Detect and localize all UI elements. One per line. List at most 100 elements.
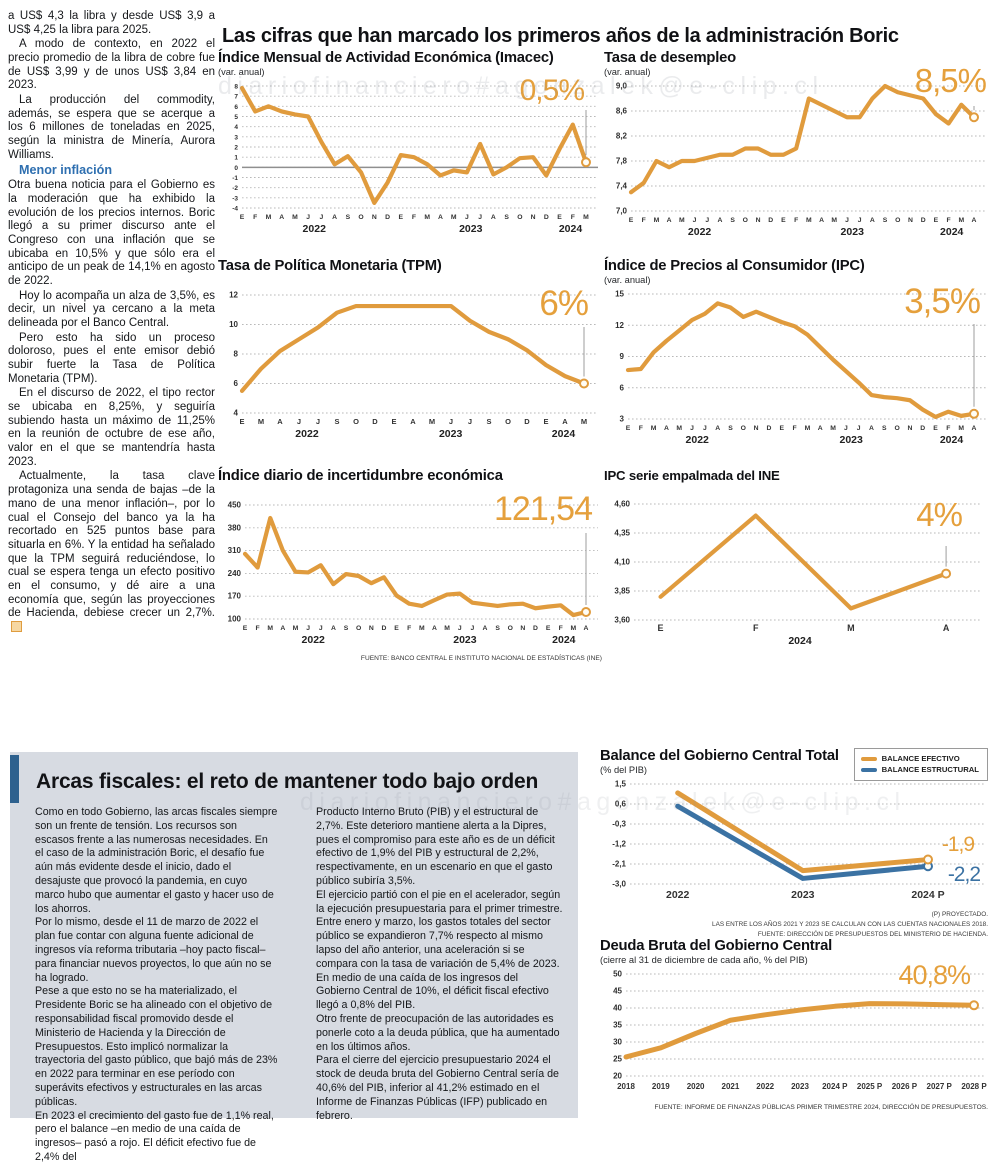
article-paragraph: En el discurso de 2022, el tipo rector s… [8, 387, 215, 468]
svg-text:380: 380 [228, 523, 242, 532]
svg-text:E: E [239, 417, 244, 426]
svg-text:2022: 2022 [756, 1082, 774, 1091]
svg-text:J: J [478, 214, 482, 221]
svg-text:A: A [438, 214, 443, 221]
svg-text:M: M [679, 217, 685, 224]
svg-text:M: M [654, 217, 660, 224]
svg-text:40: 40 [613, 1004, 622, 1013]
svg-text:A: A [584, 625, 589, 632]
svg-text:J: J [297, 417, 301, 426]
svg-text:2022: 2022 [688, 226, 712, 238]
svg-text:8,6: 8,6 [616, 107, 628, 116]
svg-text:E: E [398, 214, 403, 221]
svg-text:M: M [830, 425, 836, 432]
svg-text:7,4: 7,4 [616, 182, 628, 191]
chart-title: IPC serie empalmada del INE [604, 468, 780, 483]
svg-text:2025 P: 2025 P [857, 1082, 883, 1091]
fiscal-paragraph: Pese a que esto no se ha materializado, … [35, 985, 278, 1108]
svg-text:2024: 2024 [552, 428, 576, 440]
svg-text:E: E [543, 417, 548, 426]
legend-swatch-estructural [860, 767, 877, 772]
chart-source: FUENTE: INFORME DE FINANZAS PÚBLICAS PRI… [654, 1104, 988, 1111]
newspaper-page: { "page": { "headline": "Las cifras que … [8, 10, 988, 1163]
chart-subtitle: (% del PIB) [600, 765, 648, 775]
svg-text:2023: 2023 [459, 223, 483, 235]
chart-value-label: 0,5% [519, 74, 585, 107]
svg-text:D: D [544, 214, 549, 221]
svg-text:S: S [344, 625, 349, 632]
chart-canvas: 15 12 9 6 3 E F M A M J J A S O N D E F M A M J J A S O N D E F M A 2022 2… [604, 288, 988, 454]
svg-text:J: J [319, 214, 323, 221]
svg-text:2026 P: 2026 P [892, 1082, 918, 1091]
chart-value-label: 121,54 [494, 490, 593, 528]
svg-text:O: O [895, 217, 900, 224]
svg-text:240: 240 [228, 569, 242, 578]
svg-text:O: O [356, 625, 361, 632]
svg-text:J: J [449, 417, 453, 426]
svg-text:A: A [562, 417, 568, 426]
svg-text:5: 5 [234, 114, 238, 121]
svg-text:S: S [495, 625, 500, 632]
svg-text:E: E [243, 625, 248, 632]
chart-imacec: Índice Mensual de Actividad Económica (I… [218, 50, 602, 243]
svg-text:310: 310 [228, 546, 242, 555]
svg-text:A: A [869, 425, 874, 432]
article-paragraph: La producción del commodity, además, se … [8, 94, 215, 161]
svg-text:J: J [306, 625, 310, 632]
svg-text:M: M [429, 417, 435, 426]
svg-text:M: M [419, 625, 425, 632]
fiscal-column-1: Como en todo Gobierno, las arcas fiscale… [35, 806, 279, 1165]
svg-text:-1,2: -1,2 [612, 840, 626, 849]
chart-ipc-ine: IPC serie empalmada del INE 4% 4,60 4,35 4… [604, 468, 988, 655]
svg-text:10: 10 [229, 320, 238, 329]
svg-text:2024: 2024 [940, 226, 964, 238]
svg-text:M: M [676, 425, 682, 432]
svg-text:S: S [882, 425, 887, 432]
svg-text:-3: -3 [232, 195, 238, 202]
svg-text:A: A [943, 623, 950, 633]
svg-text:J: J [690, 425, 694, 432]
svg-text:2022: 2022 [666, 889, 690, 901]
left-article-column: a US$ 4,3 la libra y desde US$ 3,9 a US$… [8, 10, 215, 637]
svg-text:F: F [412, 214, 416, 221]
svg-text:M: M [847, 623, 855, 633]
svg-text:1,5: 1,5 [615, 780, 627, 789]
svg-text:S: S [730, 217, 735, 224]
svg-text:F: F [407, 625, 411, 632]
svg-text:J: J [857, 425, 861, 432]
svg-text:F: F [946, 425, 950, 432]
svg-text:A: A [664, 425, 669, 432]
svg-text:J: J [465, 214, 469, 221]
svg-text:E: E [626, 425, 631, 432]
chart-subtitle: (var. anual) [604, 67, 651, 77]
svg-text:M: M [266, 214, 272, 221]
svg-text:A: A [717, 217, 722, 224]
svg-text:J: J [468, 417, 472, 426]
article-paragraph: a US$ 4,3 la libra y desde US$ 3,9 a US$… [8, 10, 215, 36]
svg-text:0,6: 0,6 [615, 800, 627, 809]
chart-value-label: 8,5% [914, 62, 987, 99]
svg-text:3,85: 3,85 [614, 587, 630, 596]
svg-text:M: M [451, 214, 457, 221]
svg-text:E: E [933, 425, 938, 432]
svg-text:2027 P: 2027 P [927, 1082, 953, 1091]
chart-title: Índice diario de incertidumbre económica [218, 468, 503, 484]
svg-text:J: J [845, 217, 849, 224]
svg-text:6: 6 [234, 104, 238, 111]
fiscal-paragraph: Para el cierre del ejercicio presupuesta… [316, 1054, 559, 1122]
svg-text:4,60: 4,60 [614, 500, 630, 509]
page-title: Las cifras que han marcado los primeros … [222, 25, 899, 48]
svg-text:8: 8 [234, 350, 239, 359]
svg-text:F: F [947, 217, 951, 224]
svg-text:M: M [583, 214, 589, 221]
svg-text:2019: 2019 [652, 1082, 670, 1091]
svg-text:E: E [546, 625, 551, 632]
svg-text:20: 20 [613, 1072, 622, 1081]
svg-text:D: D [524, 417, 530, 426]
svg-text:4,10: 4,10 [614, 558, 630, 567]
svg-text:O: O [894, 425, 899, 432]
article-paragraph: Otra buena noticia para el Gobierno es l… [8, 179, 215, 288]
svg-text:6: 6 [620, 383, 625, 392]
svg-text:2024: 2024 [552, 634, 576, 646]
svg-text:E: E [658, 623, 664, 633]
